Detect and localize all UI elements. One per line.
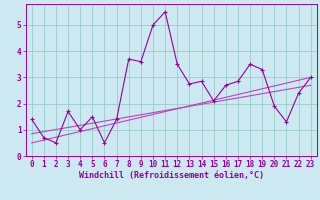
X-axis label: Windchill (Refroidissement éolien,°C): Windchill (Refroidissement éolien,°C)	[79, 171, 264, 180]
